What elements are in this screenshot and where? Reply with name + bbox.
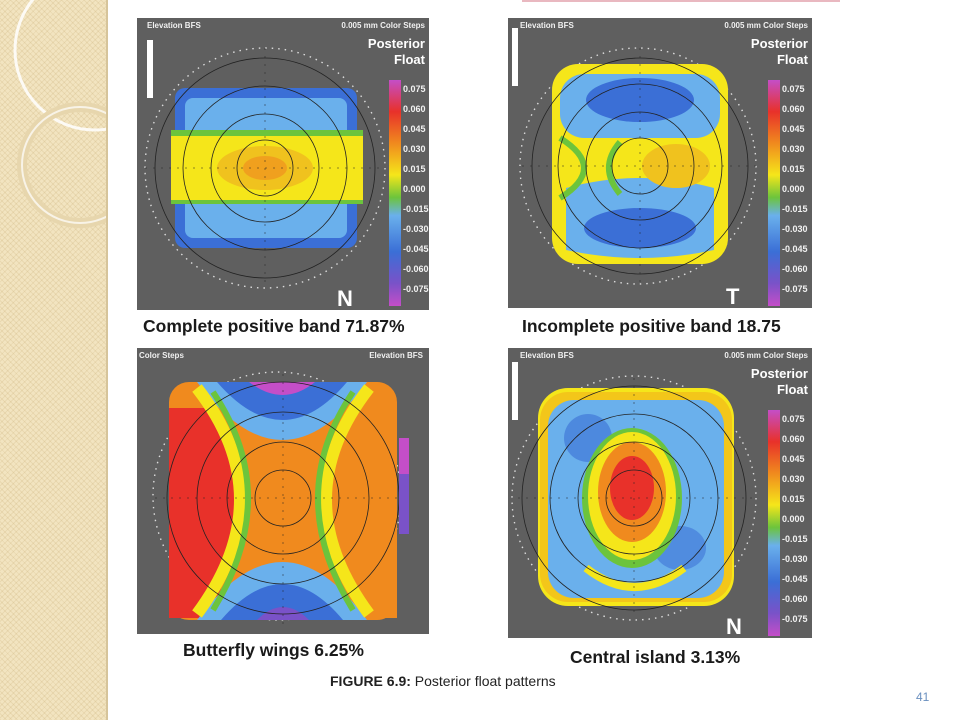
float-map-image	[512, 28, 758, 285]
orientation-letter: N	[337, 286, 353, 310]
scale-tick-label: 0.060	[403, 104, 426, 114]
corner-line-1: Posterior	[367, 36, 425, 51]
topography-map-central-island: Elevation BFS 0.005 mm Color Steps Poste…	[508, 348, 812, 638]
corner-line-2: Float	[776, 52, 808, 67]
color-scale-bar	[389, 80, 401, 306]
scale-tick-label: 0.045	[403, 124, 426, 134]
scale-tick-label: -0.015	[782, 204, 808, 214]
scale-tick-label: -0.060	[782, 594, 808, 604]
ring-ornament-icon	[13, 0, 106, 228]
orientation-letter: N	[726, 614, 742, 638]
scale-tick-label: -0.030	[782, 554, 808, 564]
scale-tick-label: 0.045	[782, 124, 805, 134]
scale-tick-label: 0.000	[782, 514, 805, 524]
scale-tick-label: -0.045	[782, 574, 808, 584]
scale-tick-label: -0.015	[403, 204, 429, 214]
page-number: 41	[916, 690, 930, 704]
color-scale-bar	[768, 80, 780, 306]
map-header-right: 0.005 mm Color Steps	[724, 351, 808, 360]
scale-tick-label: 0.000	[782, 184, 805, 194]
float-map-image	[152, 371, 411, 624]
topography-map-complete-band: Elevation BFS 0.005 mm Color Steps Poste…	[137, 18, 429, 310]
orientation-letter: T	[726, 284, 740, 308]
header-accent-line	[522, 0, 840, 2]
caption-complete-band: Complete positive band 71.87%	[143, 316, 405, 336]
map-corner-label: Posterior Float	[751, 366, 808, 398]
scale-tick-label: -0.075	[403, 284, 429, 294]
corner-line-2: Float	[776, 382, 808, 397]
caption-incomplete-band: Incomplete positive band 18.75	[522, 316, 781, 336]
scale-tick-label: -0.075	[782, 284, 808, 294]
corner-line-1: Posterior	[750, 366, 808, 381]
corner-line-2: Float	[393, 52, 425, 67]
scale-tick-label: 0.030	[782, 144, 805, 154]
map-corner-label: Posterior Float	[368, 36, 425, 68]
scale-tick-label: -0.060	[403, 264, 429, 274]
map-header-left: Elevation BFS	[520, 351, 574, 360]
scale-tick-label: 0.030	[403, 144, 426, 154]
scale-tick-label: 0.060	[782, 104, 805, 114]
caption-butterfly: Butterfly wings 6.25%	[183, 640, 364, 660]
figure-label: FIGURE 6.9:	[330, 673, 411, 689]
scale-tick-label: 0.045	[782, 454, 805, 464]
caption-central-island: Central island 3.13%	[570, 647, 741, 667]
scale-tick-label: 0.015	[782, 494, 805, 504]
corner-line-1: Posterior	[750, 36, 808, 51]
scale-tick-label: -0.030	[403, 224, 429, 234]
scale-tick-label: -0.060	[782, 264, 808, 274]
map-corner-label: Posterior Float	[751, 36, 808, 68]
scale-tick-label: 0.030	[782, 474, 805, 484]
color-scale-bar	[768, 410, 780, 636]
scale-tick-label: -0.045	[403, 244, 429, 254]
map-header-left: Elevation BFS	[520, 21, 574, 30]
scale-tick-label: 0.075	[403, 84, 426, 94]
scale-tick-label: -0.075	[782, 614, 808, 624]
scale-tick-label: 0.015	[782, 164, 805, 174]
figure-title: Posterior float patterns	[414, 673, 556, 689]
figure-caption: FIGURE 6.9: Posterior float patterns	[330, 673, 556, 689]
map-header-right: 0.005 mm Color Steps	[341, 21, 425, 30]
scale-tick-label: 0.060	[782, 434, 805, 444]
scale-tick-label: 0.000	[403, 184, 426, 194]
scale-tick-label: 0.075	[782, 414, 805, 424]
float-map-image	[511, 362, 758, 621]
topography-map-butterfly: Color Steps Elevation BFS	[137, 348, 429, 634]
map-header-right: 0.005 mm Color Steps	[724, 21, 808, 30]
scale-tick-label: -0.030	[782, 224, 808, 234]
map-header-left: Color Steps	[139, 351, 184, 360]
scale-tick-label: 0.015	[403, 164, 426, 174]
topography-map-incomplete-band: Elevation BFS 0.005 mm Color Steps Poste…	[508, 18, 812, 308]
scale-tick-label: 0.075	[782, 84, 805, 94]
map-header-left: Elevation BFS	[147, 21, 201, 30]
scale-tick-label: -0.015	[782, 534, 808, 544]
scale-tick-label: -0.045	[782, 244, 808, 254]
float-map-image	[144, 40, 386, 289]
decorative-sidebar	[0, 0, 108, 720]
map-header-right: Elevation BFS	[369, 351, 423, 360]
